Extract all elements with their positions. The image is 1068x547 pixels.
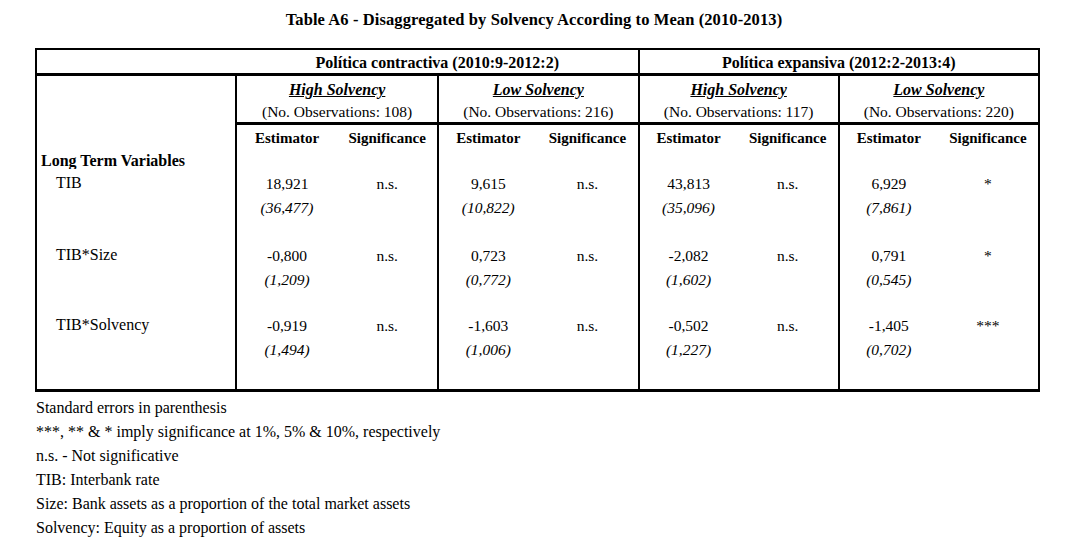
estimate-value: -2,082: [640, 245, 738, 266]
table-grid: Política contractiva (2010:9-2012:2) Pol…: [37, 50, 1038, 389]
standard-error: (0,772): [439, 268, 537, 291]
group-header-2: Low Solvency (No. Observations: 216): [437, 76, 637, 125]
significance-cell: n.s.: [738, 169, 838, 241]
section-row-cell: [237, 152, 437, 169]
estimate-cell: -0,919 (1,494): [237, 311, 337, 389]
note-ns: n.s. - Not significative: [36, 444, 1036, 468]
standard-error: (35,096): [640, 196, 738, 219]
estimate-value: 18,921: [237, 173, 337, 194]
standard-error: (1,227): [640, 338, 738, 361]
document-page: Table A6 - Disaggregated by Solvency Acc…: [0, 0, 1068, 547]
significance-cell: *: [938, 169, 1038, 241]
estimate-cell: -1,603 (1,006): [437, 311, 537, 389]
standard-error: (1,494): [237, 338, 337, 361]
group-observations: (No. Observations: 108): [237, 101, 437, 123]
group-name: Low Solvency: [840, 78, 1038, 101]
table-notes: Standard errors in parenthesis ***, ** &…: [36, 396, 1036, 540]
significance-cell: n.s.: [537, 241, 637, 311]
significance-cell: n.s.: [537, 311, 637, 389]
standard-error: (10,822): [439, 196, 537, 219]
estimate-value: -1,603: [439, 315, 537, 336]
estimate-value: 6,929: [840, 173, 938, 194]
standard-error: (0,702): [840, 338, 938, 361]
estimate-cell: -1,405 (0,702): [838, 311, 938, 389]
policy-header-contractiva: Política contractiva (2010:9-2012:2): [237, 50, 638, 76]
group-row-spacer: [37, 76, 237, 125]
estimate-cell: 0,791 (0,545): [838, 241, 938, 311]
significance-cell: *: [938, 241, 1038, 311]
standard-error: (1,006): [439, 338, 537, 361]
subheader-estimator-2: Estimator: [437, 125, 537, 152]
group-header-3: High Solvency (No. Observations: 117): [638, 76, 838, 125]
estimate-value: -0,919: [237, 315, 337, 336]
note-solvency-definition: Solvency: Equity as a proportion of asse…: [36, 516, 1036, 540]
policy-header-expansiva: Política expansiva (2012:2-2013:4): [638, 50, 1039, 76]
estimate-cell: 43,813 (35,096): [638, 169, 738, 241]
estimate-value: 9,615: [439, 173, 537, 194]
significance-cell: n.s.: [537, 169, 637, 241]
standard-error: (1,209): [237, 268, 337, 291]
standard-error: (7,861): [840, 196, 938, 219]
section-row-cell: [638, 152, 838, 169]
group-name: High Solvency: [237, 78, 437, 101]
row-label-tib-size: TIB*Size: [37, 241, 237, 311]
standard-error: (0,545): [840, 268, 938, 291]
group-name: High Solvency: [640, 78, 838, 101]
subheader-row-spacer: [37, 125, 237, 152]
estimate-cell: 9,615 (10,822): [437, 169, 537, 241]
table-title: Table A6 - Disaggregated by Solvency Acc…: [0, 10, 1068, 30]
estimate-cell: -0,800 (1,209): [237, 241, 337, 311]
group-observations: (No. Observations: 220): [840, 101, 1038, 123]
estimate-value: 43,813: [640, 173, 738, 194]
subheader-estimator-4: Estimator: [838, 125, 938, 152]
estimate-value: -0,800: [237, 245, 337, 266]
significance-cell: ***: [938, 311, 1038, 389]
section-row-cell: [838, 152, 1038, 169]
policy-row-spacer: [37, 50, 237, 76]
subheader-significance-1: Significance: [337, 125, 437, 152]
significance-cell: n.s.: [738, 241, 838, 311]
group-observations: (No. Observations: 117): [640, 101, 838, 123]
significance-cell: n.s.: [337, 169, 437, 241]
estimate-value: 0,791: [840, 245, 938, 266]
estimate-value: -0,502: [640, 315, 738, 336]
group-header-4: Low Solvency (No. Observations: 220): [838, 76, 1038, 125]
group-header-1: High Solvency (No. Observations: 108): [237, 76, 437, 125]
estimate-cell: -2,082 (1,602): [638, 241, 738, 311]
row-label-tib-solvency: TIB*Solvency: [37, 311, 237, 389]
note-standard-errors: Standard errors in parenthesis: [36, 396, 1036, 420]
subheader-estimator-3: Estimator: [638, 125, 738, 152]
group-observations: (No. Observations: 216): [439, 101, 637, 123]
estimate-cell: -0,502 (1,227): [638, 311, 738, 389]
estimate-value: -1,405: [840, 315, 938, 336]
estimate-cell: 18,921 (36,477): [237, 169, 337, 241]
results-table: Política contractiva (2010:9-2012:2) Pol…: [35, 48, 1040, 392]
section-row-cell: [437, 152, 637, 169]
subheader-significance-3: Significance: [738, 125, 838, 152]
group-name: Low Solvency: [439, 78, 637, 101]
standard-error: (36,477): [237, 196, 337, 219]
subheader-significance-2: Significance: [537, 125, 637, 152]
note-significance-levels: ***, ** & * imply significance at 1%, 5%…: [36, 420, 1036, 444]
significance-cell: n.s.: [337, 311, 437, 389]
standard-error: (1,602): [640, 268, 738, 291]
note-tib-definition: TIB: Interbank rate: [36, 468, 1036, 492]
estimate-cell: 6,929 (7,861): [838, 169, 938, 241]
significance-cell: n.s.: [738, 311, 838, 389]
section-label: Long Term Variables: [37, 152, 237, 169]
subheader-significance-4: Significance: [938, 125, 1038, 152]
estimate-value: 0,723: [439, 245, 537, 266]
row-label-tib: TIB: [37, 169, 237, 241]
note-size-definition: Size: Bank assets as a proportion of the…: [36, 492, 1036, 516]
significance-cell: n.s.: [337, 241, 437, 311]
subheader-estimator-1: Estimator: [237, 125, 337, 152]
estimate-cell: 0,723 (0,772): [437, 241, 537, 311]
